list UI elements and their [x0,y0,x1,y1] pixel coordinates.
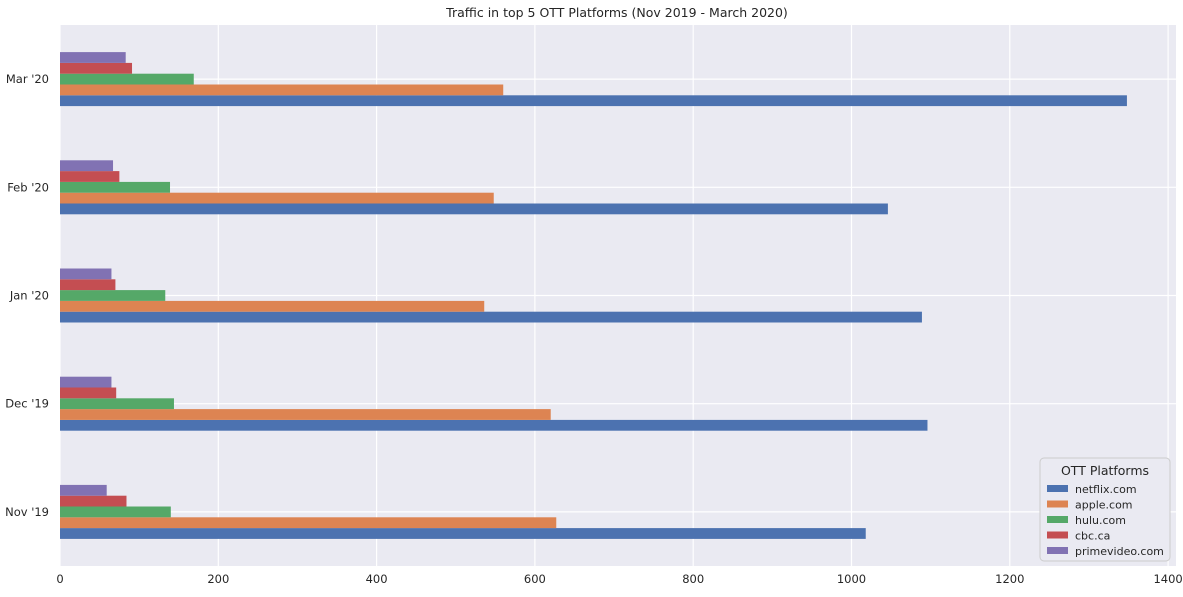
bar [60,311,922,323]
legend-label: hulu.com [1075,514,1126,527]
bar [60,409,551,420]
bar [60,203,888,215]
y-tick-label: Nov '19 [5,505,49,519]
x-tick-label: 0 [56,572,63,586]
legend-swatch [1047,531,1068,539]
x-tick-label: 1000 [837,572,866,586]
bar [60,181,171,193]
y-axis-ticks: Nov '19 Dec '19 Jan '20 Feb '20 Mar '20 [5,72,49,519]
x-tick-label: 1400 [1153,572,1182,586]
bar [60,506,171,518]
bar [60,84,504,96]
legend-label: netflix.com [1075,483,1137,496]
chart-title: Traffic in top 5 OTT Platforms (Nov 2019… [445,5,788,20]
bar [60,62,133,74]
legend-box [1039,457,1171,562]
legend-label: primevideo.com [1075,545,1164,558]
legend-swatch [1047,485,1068,492]
bar [60,95,1127,107]
bar [60,52,126,63]
legend-swatch [1047,547,1068,554]
legend-swatch [1047,516,1068,523]
y-tick-label: Mar '20 [6,72,49,86]
bar [60,300,485,312]
legend-title: OTT Platforms [1061,463,1149,478]
legend: OTT Platforms netflix.com apple.com hulu.c… [1039,457,1171,562]
legend-label: apple.com [1075,499,1133,512]
bar [60,495,127,507]
bar [60,398,174,410]
bar [60,387,117,399]
x-tick-label: 800 [682,572,704,586]
bar [60,268,112,280]
y-tick-label: Feb '20 [7,180,49,194]
x-tick-label: 400 [366,572,388,586]
bar [60,290,166,301]
bar [60,192,494,204]
y-tick-label: Dec '19 [5,397,49,411]
bars [60,52,1127,539]
x-axis-ticks: 0 200 400 600 800 1000 1200 1400 [56,572,1182,586]
bar [60,419,928,431]
legend-swatch [1047,500,1068,508]
grid-lines [59,25,1176,566]
x-tick-label: 600 [524,572,546,586]
bar [60,160,114,172]
bar [60,528,866,539]
bar [60,517,557,529]
x-tick-label: 200 [207,572,229,586]
legend-label: cbc.ca [1075,530,1110,543]
bar [60,73,194,85]
bar [60,171,120,182]
x-tick-label: 1200 [995,572,1024,586]
bar [60,376,112,388]
y-tick-label: Jan '20 [9,289,49,303]
bar [60,279,116,291]
bar [60,484,107,496]
